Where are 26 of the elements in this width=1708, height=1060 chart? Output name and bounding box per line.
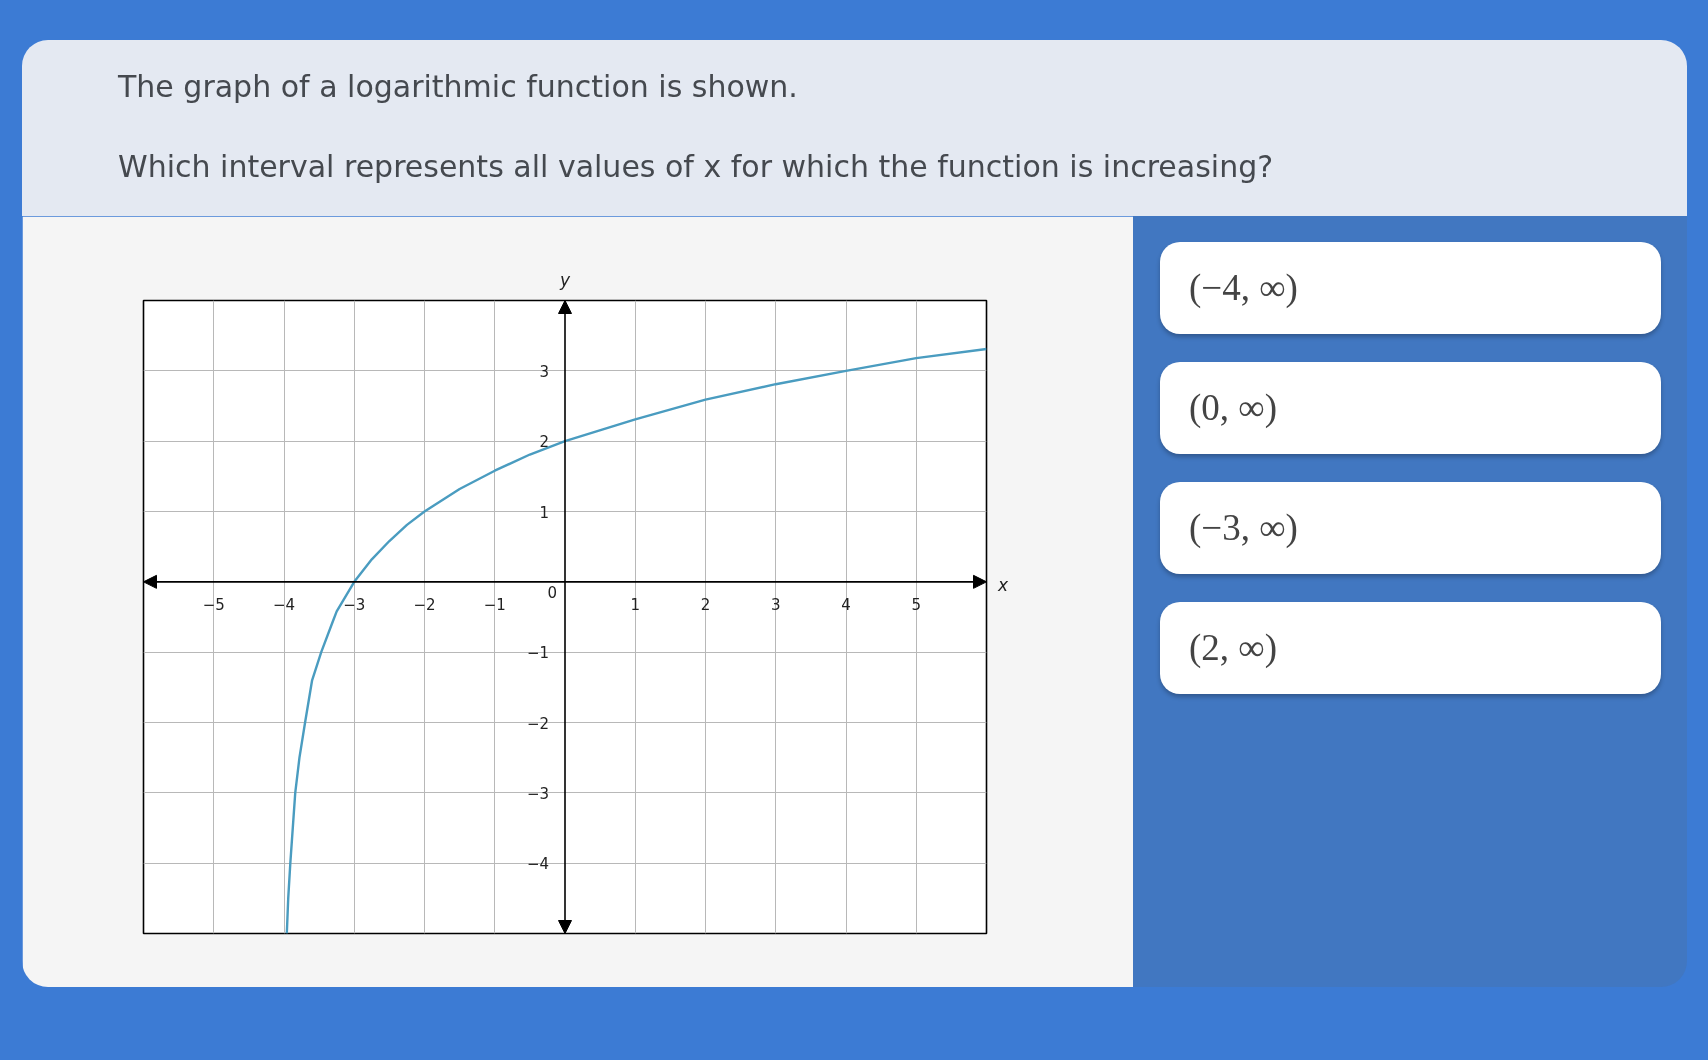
x-tick-label: 5 [911,595,922,614]
y-tick-label: −4 [526,855,550,874]
text: (2, ∞) [1160,602,1661,694]
text: (−3, ∞) [1160,482,1661,574]
y-tick-label: −2 [526,714,550,733]
x-tick-label: −3 [343,595,366,614]
y-tick-label: −1 [526,644,550,663]
y-tick-label: −3 [526,784,550,803]
x-tick-label: 2 [700,595,711,614]
x-tick-label: −1 [483,595,506,614]
x-tick-label: 3 [770,595,781,614]
x-tick-label: 1 [630,595,641,614]
annotation: 0 [547,583,557,602]
x-tick-label: −5 [202,595,225,614]
chart-title: The graph of a logarithmic function is shown. [118,68,798,106]
chart-subtitle: Which interval represents all values of x for which the function is increasing? [118,148,1274,186]
y-tick-label: 2 [539,433,549,452]
text: (−4, ∞) [1160,242,1661,334]
x-tick-label: 4 [841,595,851,614]
x-axis-title: x [998,575,1009,595]
y-tick-label: 3 [539,362,549,381]
y-tick-label: 1 [539,503,549,522]
x-tick-label: −4 [272,595,296,614]
y-axis-title: y [558,270,572,290]
x-tick-label: −2 [413,595,436,614]
text: (0, ∞) [1160,362,1661,454]
